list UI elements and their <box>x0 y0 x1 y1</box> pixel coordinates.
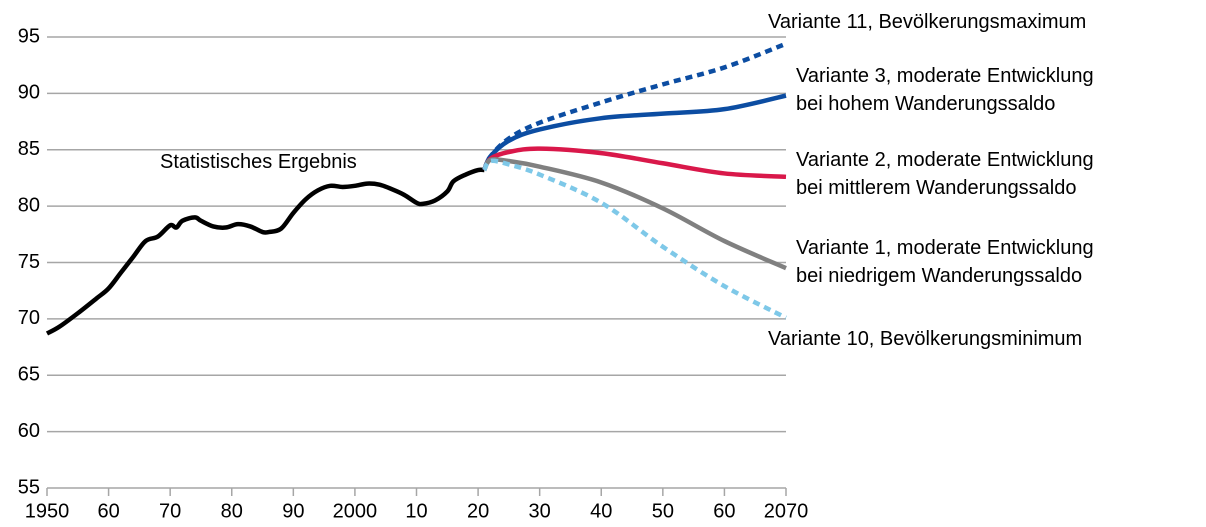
y-tick-label: 95 <box>18 25 40 47</box>
series-label: Statistisches Ergebnis <box>160 151 357 173</box>
x-tick-label: 50 <box>652 500 674 522</box>
x-tick-label: 30 <box>529 500 551 522</box>
x-tick-label: 10 <box>405 500 427 522</box>
series-line <box>482 158 788 320</box>
series-label: Variante 2, moderate Entwicklung bei mit… <box>796 149 1094 199</box>
y-tick-label: 90 <box>18 82 40 104</box>
x-tick-label: 80 <box>221 500 243 522</box>
y-tick-label: 55 <box>18 476 40 498</box>
y-tick-label: 75 <box>18 251 40 273</box>
x-tick-label: 40 <box>590 500 612 522</box>
x-tick-label: 1950 <box>25 500 70 522</box>
x-tick-label: 70 <box>159 500 181 522</box>
x-tick-label: 60 <box>713 500 735 522</box>
x-tick-label: 2070 <box>764 500 809 522</box>
series-label: Variante 10, Bevölkerungsminimum <box>768 328 1083 350</box>
series-line <box>45 167 485 336</box>
series-label: Variante 11, Bevölkerungsmaximum <box>768 11 1087 33</box>
series-label: Variante 3, moderate Entwicklung bei hoh… <box>796 65 1094 115</box>
x-tick-label: 90 <box>282 500 304 522</box>
y-tick-label: 60 <box>18 420 40 442</box>
x-tick-label: 20 <box>467 500 489 522</box>
x-tick-label: 2000 <box>333 500 378 522</box>
y-tick-label: 80 <box>18 194 40 216</box>
series-label: Variante 1, moderate Entwicklung bei nie… <box>796 237 1094 287</box>
y-tick-label: 70 <box>18 307 40 329</box>
y-tick-label: 65 <box>18 364 40 386</box>
x-tick-label: 60 <box>97 500 119 522</box>
series-line <box>482 93 787 171</box>
y-tick-label: 85 <box>18 138 40 160</box>
